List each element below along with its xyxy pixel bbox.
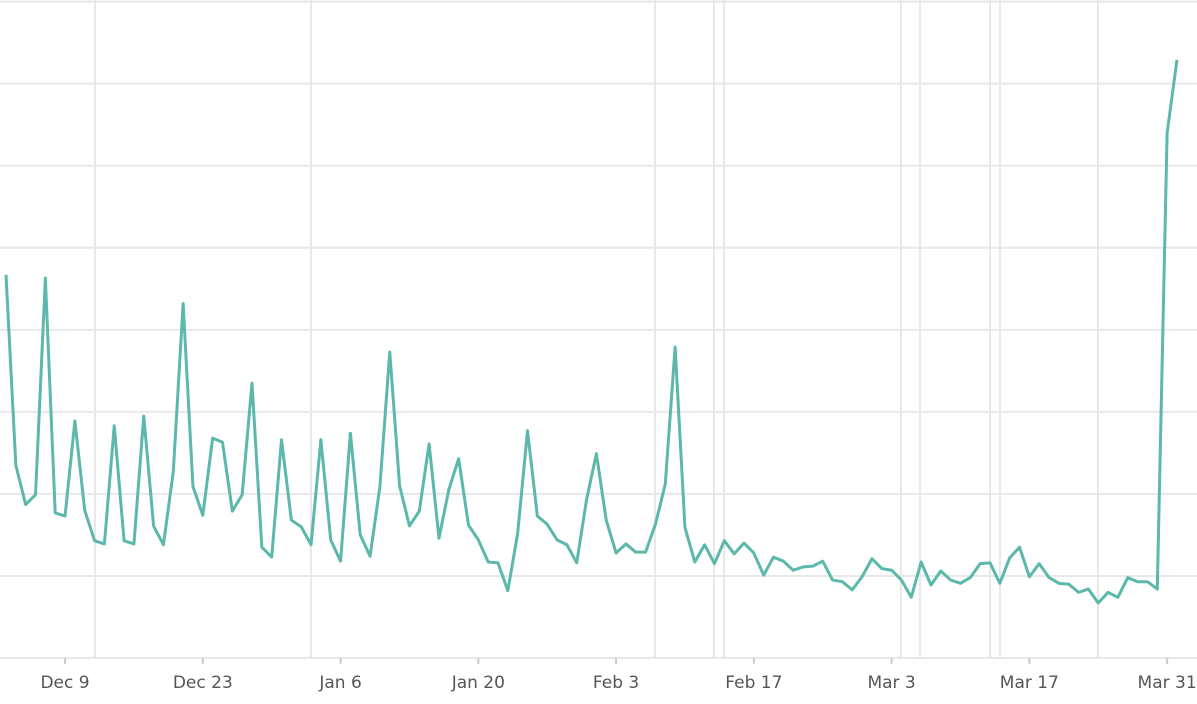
x-tick-label: Jan 6 (318, 673, 361, 693)
x-tick-label: Mar 17 (1000, 673, 1059, 693)
x-tick-label: Feb 17 (725, 673, 782, 693)
x-tick-label: Feb 3 (593, 673, 639, 693)
x-tick-label: Dec 23 (173, 673, 233, 693)
x-tick-label: Dec 9 (40, 673, 89, 693)
x-tick-label: Mar 3 (867, 673, 915, 693)
series-line (4, 59, 1179, 605)
x-tick-label: Mar 31 (1138, 673, 1197, 693)
x-tick-label: Jan 20 (451, 673, 505, 693)
